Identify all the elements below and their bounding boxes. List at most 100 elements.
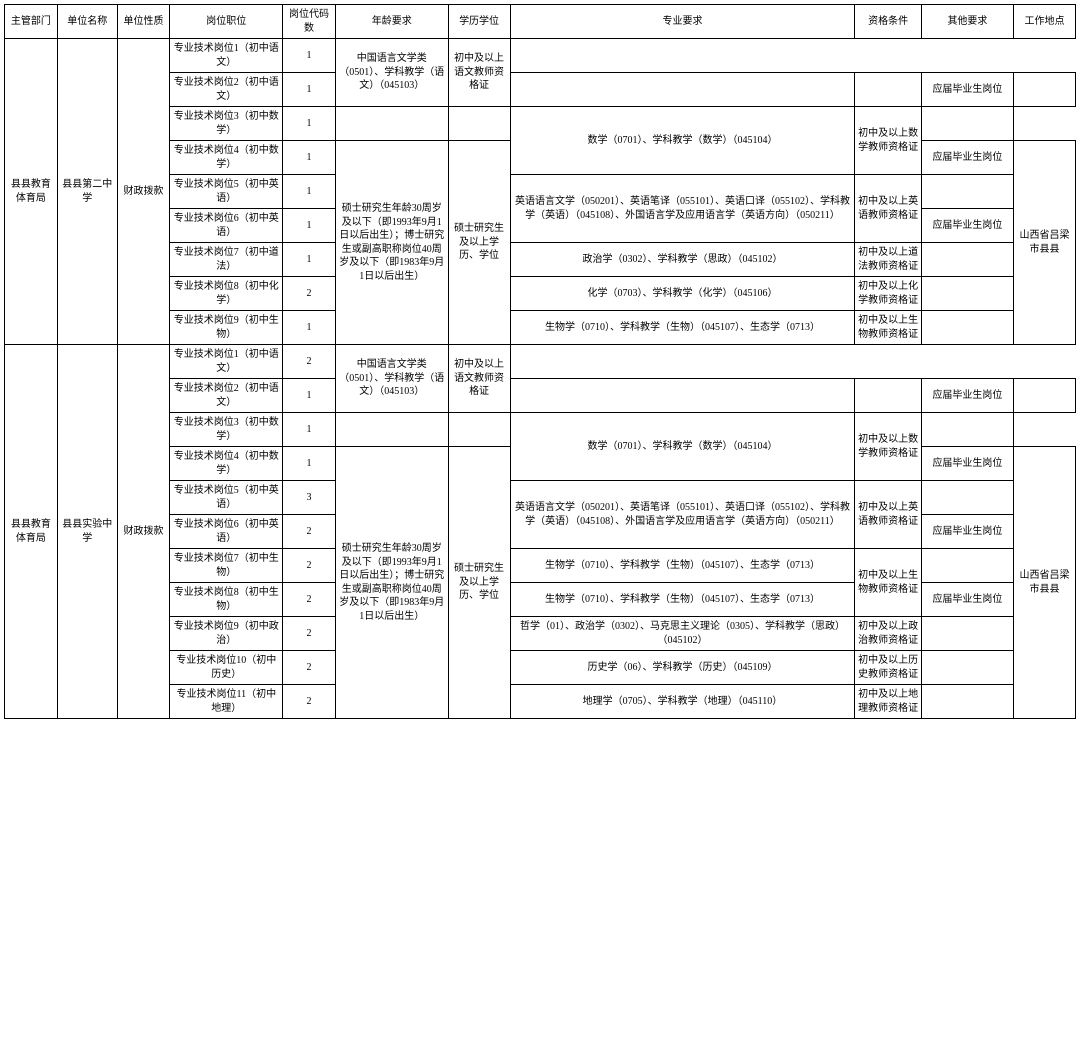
qualification-cell: 初中及以上生物教师资格证 [855, 549, 922, 617]
count-cell: 1 [283, 141, 336, 175]
position-cell: 专业技术岗位4（初中数学） [170, 141, 283, 175]
position-cell: 专业技术岗位2（初中语文） [170, 379, 283, 413]
dept-cell: 县县教育体育局 [5, 39, 58, 345]
position-cell: 专业技术岗位5（初中英语） [170, 175, 283, 209]
major-cell: 数学（0701）、学科教学（数学）（045104） [510, 107, 855, 175]
major-cell: 英语语言文学（050201）、英语笔译（055101）、英语口译（055102）… [510, 481, 855, 549]
count-cell: 1 [283, 39, 336, 73]
major-cell: 中国语言文学类（0501）、学科教学（语文）（045103） [335, 39, 448, 107]
location-cell [921, 107, 1013, 141]
position-cell: 专业技术岗位9（初中生物） [170, 311, 283, 345]
column-header: 工作地点 [1013, 5, 1075, 39]
count-cell: 2 [283, 549, 336, 583]
count-cell: 1 [283, 379, 336, 413]
count-cell: 1 [283, 311, 336, 345]
position-cell: 专业技术岗位11（初中地理） [170, 685, 283, 719]
age-cell [510, 73, 855, 107]
qualification-cell: 初中及以上政治教师资格证 [855, 617, 922, 651]
age-cell [335, 413, 448, 447]
major-cell: 哲学（01）、政治学（0302）、马克思主义理论（0305）、学科教学（思政）（… [510, 617, 855, 651]
age-cell [510, 379, 855, 413]
count-cell: 1 [283, 175, 336, 209]
education-cell [448, 107, 510, 141]
position-cell: 专业技术岗位9（初中政治） [170, 617, 283, 651]
major-cell: 生物学（0710）、学科教学（生物）（045107）、生态学（0713） [510, 583, 855, 617]
other-req-cell [921, 243, 1013, 277]
table-body: 县县教育体育局县县第二中学财政拨款专业技术岗位1（初中语文）1中国语言文学类（0… [5, 39, 1076, 719]
dept-cell: 县县教育体育局 [5, 345, 58, 719]
position-cell: 专业技术岗位5（初中英语） [170, 481, 283, 515]
count-cell: 1 [283, 413, 336, 447]
column-header: 其他要求 [921, 5, 1013, 39]
major-cell: 生物学（0710）、学科教学（生物）（045107）、生态学（0713） [510, 549, 855, 583]
count-cell: 2 [283, 345, 336, 379]
qualification-cell: 初中及以上英语教师资格证 [855, 481, 922, 549]
column-header: 单位性质 [117, 5, 170, 39]
nature-cell: 财政拨款 [117, 39, 170, 345]
other-req-cell: 应届毕业生岗位 [921, 379, 1013, 413]
major-cell: 英语语言文学（050201）、英语笔译（055101）、英语口译（055102）… [510, 175, 855, 243]
other-req-cell: 应届毕业生岗位 [921, 141, 1013, 175]
other-req-cell [921, 617, 1013, 651]
recruitment-table: 主管部门单位名称单位性质岗位职位岗位代码数年龄要求学历学位专业要求资格条件其他要… [4, 4, 1076, 719]
qualification-cell: 初中及以上数学教师资格证 [855, 107, 922, 175]
major-cell: 中国语言文学类（0501）、学科教学（语文）（045103） [335, 345, 448, 413]
column-header: 专业要求 [510, 5, 855, 39]
count-cell: 2 [283, 515, 336, 549]
position-cell: 专业技术岗位6（初中英语） [170, 515, 283, 549]
position-cell: 专业技术岗位1（初中语文） [170, 345, 283, 379]
age-cell: 硕士研究生年龄30周岁及以下（即1993年9月1日以后出生）；博士研究生或副高职… [335, 141, 448, 345]
position-cell: 专业技术岗位3（初中数学） [170, 413, 283, 447]
count-cell: 2 [283, 277, 336, 311]
major-cell: 历史学（06）、学科教学（历史）（045109） [510, 651, 855, 685]
count-cell: 2 [283, 617, 336, 651]
position-cell: 专业技术岗位4（初中数学） [170, 447, 283, 481]
position-cell: 专业技术岗位10（初中历史） [170, 651, 283, 685]
column-header: 岗位代码数 [283, 5, 336, 39]
qualification-cell: 初中及以上英语教师资格证 [855, 175, 922, 243]
qualification-cell: 初中及以上道法教师资格证 [855, 243, 922, 277]
location-cell [1013, 379, 1075, 413]
position-cell: 专业技术岗位8（初中化学） [170, 277, 283, 311]
column-header: 学历学位 [448, 5, 510, 39]
count-cell: 3 [283, 481, 336, 515]
qualification-cell: 初中及以上数学教师资格证 [855, 413, 922, 481]
position-cell: 专业技术岗位6（初中英语） [170, 209, 283, 243]
qualification-cell: 初中及以上语文教师资格证 [448, 39, 510, 107]
other-req-cell: 应届毕业生岗位 [921, 515, 1013, 549]
education-cell: 硕士研究生及以上学历、学位 [448, 447, 510, 719]
column-header: 年龄要求 [335, 5, 448, 39]
position-cell: 专业技术岗位7（初中道法） [170, 243, 283, 277]
unit-cell: 县县第二中学 [57, 39, 117, 345]
position-cell: 专业技术岗位8（初中生物） [170, 583, 283, 617]
qualification-cell: 初中及以上地理教师资格证 [855, 685, 922, 719]
other-req-cell [921, 311, 1013, 345]
location-cell [921, 413, 1013, 447]
education-cell [855, 73, 922, 107]
position-cell: 专业技术岗位3（初中数学） [170, 107, 283, 141]
nature-cell: 财政拨款 [117, 345, 170, 719]
major-cell: 政治学（0302）、学科教学（思政）（045102） [510, 243, 855, 277]
qualification-cell: 初中及以上生物教师资格证 [855, 311, 922, 345]
table-header-row: 主管部门单位名称单位性质岗位职位岗位代码数年龄要求学历学位专业要求资格条件其他要… [5, 5, 1076, 39]
count-cell: 1 [283, 107, 336, 141]
count-cell: 2 [283, 583, 336, 617]
other-req-cell: 应届毕业生岗位 [921, 447, 1013, 481]
count-cell: 1 [283, 447, 336, 481]
column-header: 资格条件 [855, 5, 922, 39]
age-cell: 硕士研究生年龄30周岁及以下（即1993年9月1日以后出生）；博士研究生或副高职… [335, 447, 448, 719]
count-cell: 2 [283, 651, 336, 685]
count-cell: 2 [283, 685, 336, 719]
other-req-cell [921, 277, 1013, 311]
qualification-cell: 初中及以上历史教师资格证 [855, 651, 922, 685]
location-cell: 山西省吕梁市县县 [1013, 141, 1075, 345]
position-cell: 专业技术岗位7（初中生物） [170, 549, 283, 583]
major-cell: 化学（0703）、学科教学（化学）（045106） [510, 277, 855, 311]
education-cell [448, 413, 510, 447]
qualification-cell: 初中及以上化学教师资格证 [855, 277, 922, 311]
major-cell: 数学（0701）、学科教学（数学）（045104） [510, 413, 855, 481]
table-row: 县县教育体育局县县实验中学财政拨款专业技术岗位1（初中语文）2中国语言文学类（0… [5, 345, 1076, 379]
major-cell: 生物学（0710）、学科教学（生物）（045107）、生态学（0713） [510, 311, 855, 345]
major-cell: 地理学（0705）、学科教学（地理）（045110） [510, 685, 855, 719]
education-cell: 硕士研究生及以上学历、学位 [448, 141, 510, 345]
